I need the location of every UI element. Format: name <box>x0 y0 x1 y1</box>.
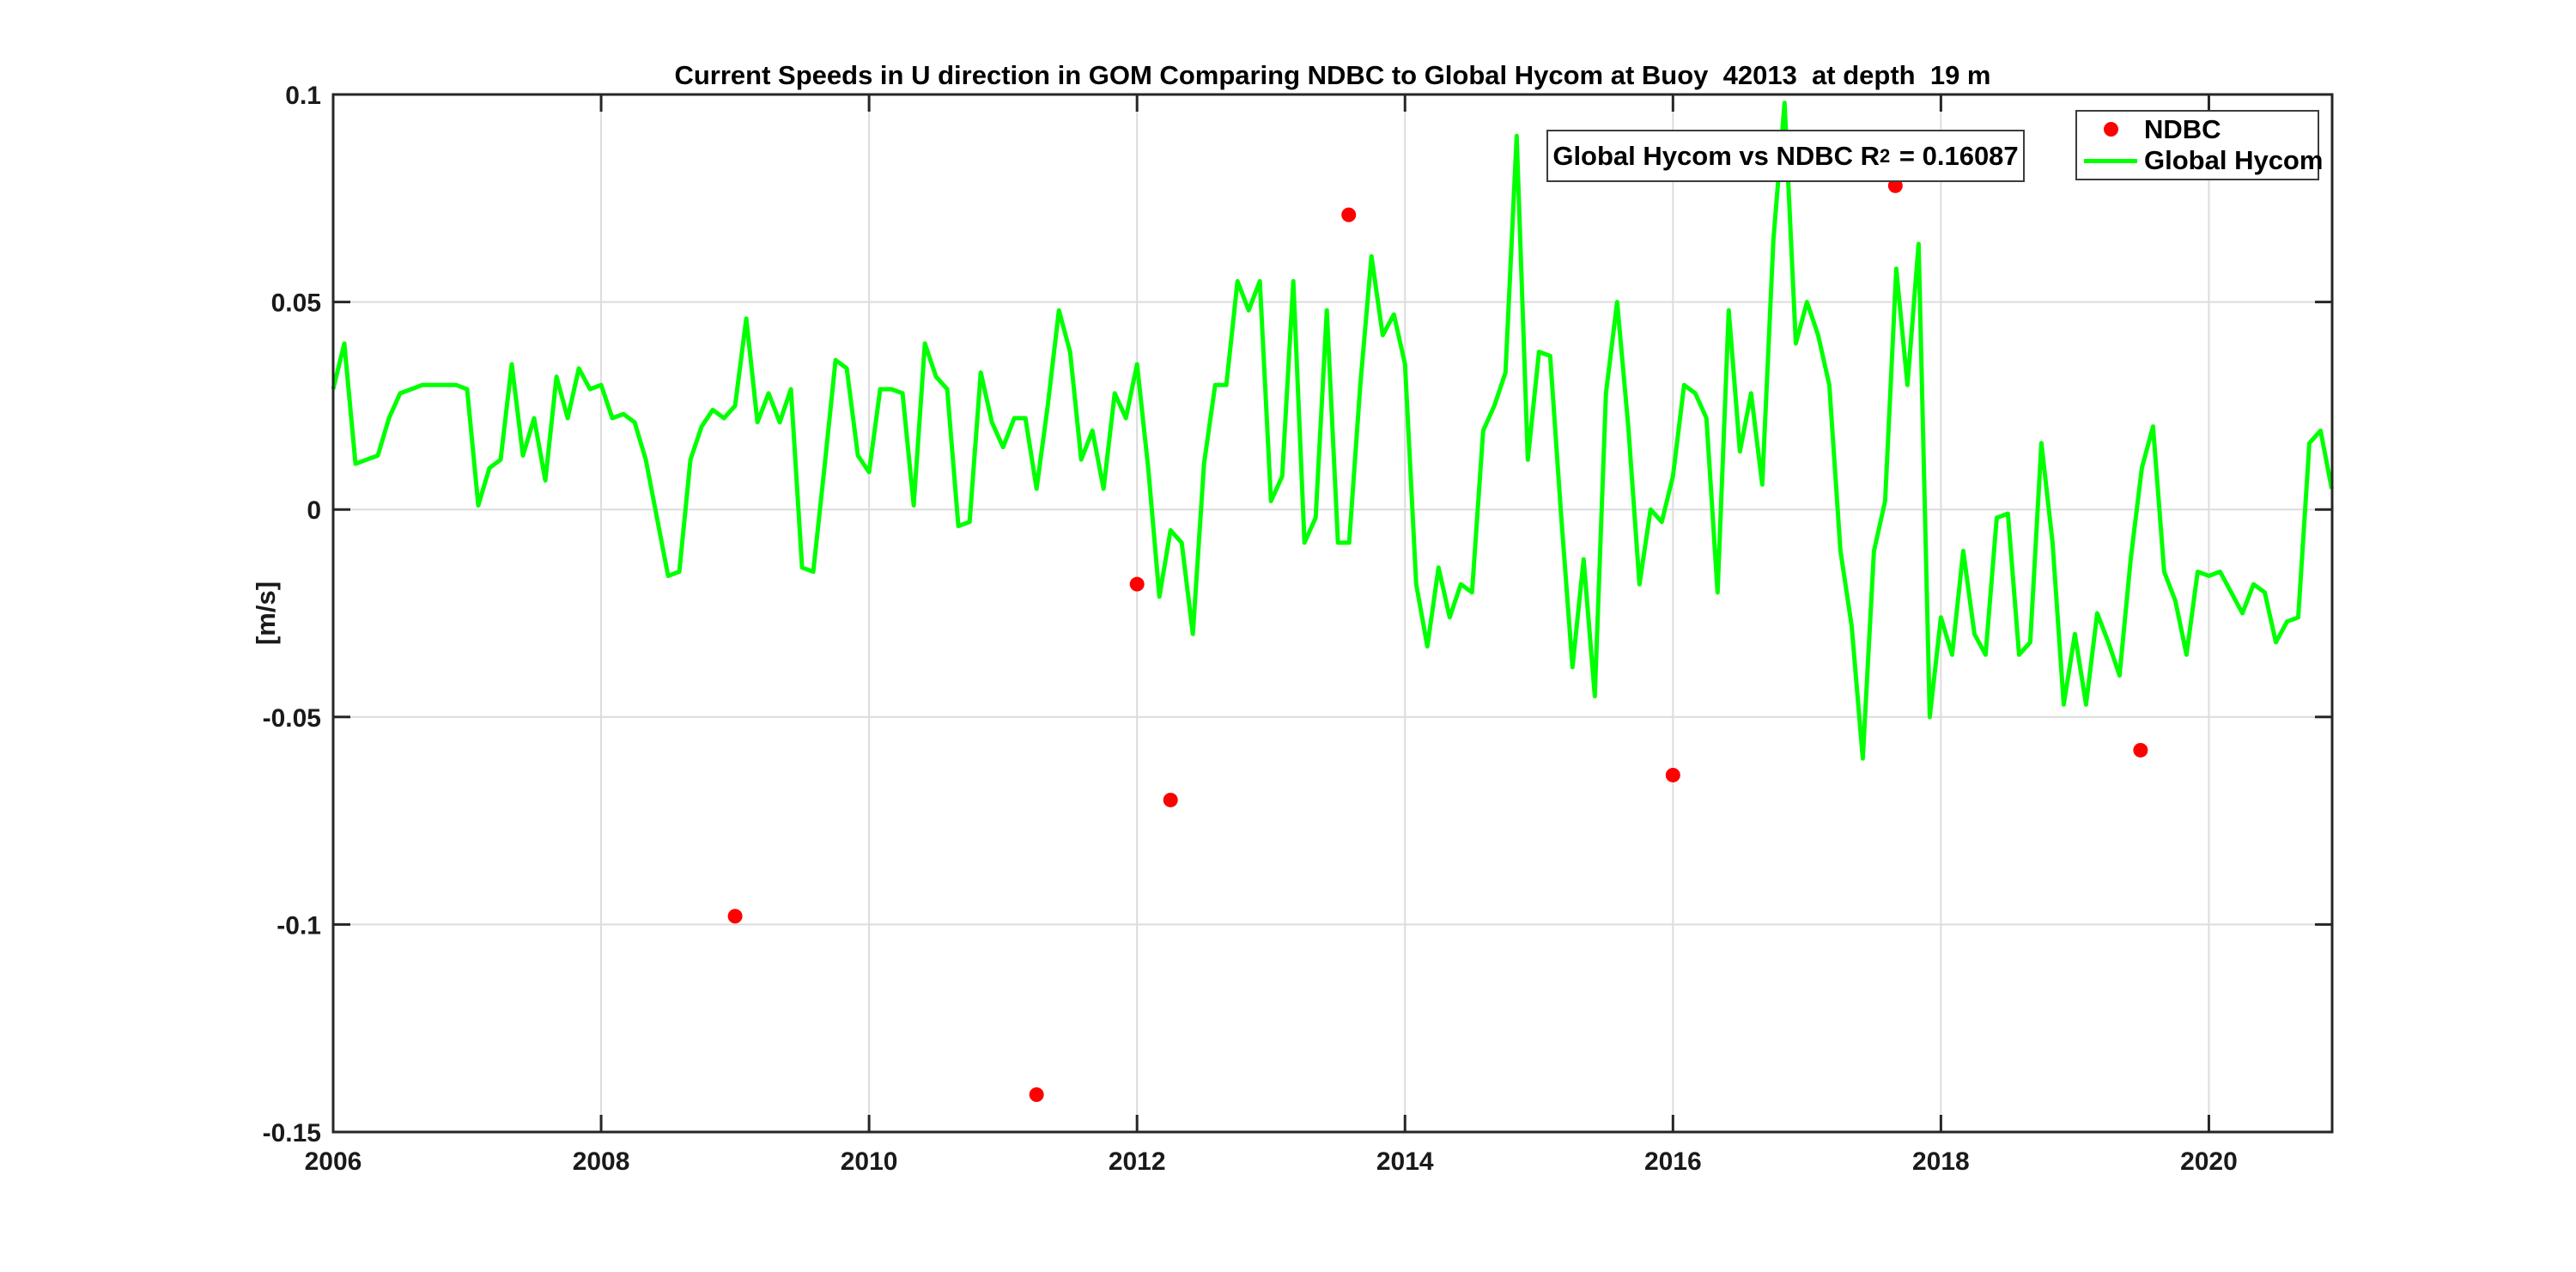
x-tick-label: 2006 <box>305 1147 362 1176</box>
x-tick-label: 2014 <box>1376 1147 1434 1176</box>
ndbc-data-point <box>1029 1087 1044 1103</box>
ndbc-data-point <box>2133 742 2148 758</box>
x-tick-label: 2008 <box>573 1147 630 1176</box>
legend-swatch-wrap <box>2084 122 2137 137</box>
x-tick-label: 2012 <box>1109 1147 1166 1176</box>
legend-swatch-wrap <box>2084 158 2137 163</box>
ndbc-dot-marker-icon <box>2103 122 2118 137</box>
y-tick-label: 0.1 <box>285 82 321 110</box>
x-tick-label: 2020 <box>2180 1147 2238 1176</box>
legend-label-global-hycom: Global Hycom <box>2144 145 2324 176</box>
y-tick-label: 0 <box>307 496 321 525</box>
legend-label-ndbc: NDBC <box>2144 113 2221 144</box>
ndbc-data-point <box>1341 207 1357 222</box>
r-squared-text-prefix: Global Hycom vs NDBC R <box>1552 140 1880 171</box>
ndbc-data-point <box>1887 178 1903 193</box>
ndbc-data-point <box>1163 792 1178 807</box>
y-tick-label: -0.15 <box>263 1119 321 1147</box>
axes-border <box>331 93 2334 1134</box>
y-tick-label: -0.1 <box>276 911 321 940</box>
y-axis-label: [m/s] <box>251 581 281 646</box>
x-tick-label: 2010 <box>841 1147 898 1176</box>
r-squared-text-suffix: = 0.16087 <box>1892 140 2019 171</box>
y-tick-label: -0.05 <box>263 704 321 733</box>
legend: NDBC Global Hycom <box>2075 110 2323 180</box>
x-tick-label: 2018 <box>1912 1147 1970 1176</box>
ndbc-data-point <box>1129 576 1145 592</box>
global-hycom-line <box>331 100 2334 761</box>
ndbc-data-point <box>1665 767 1680 782</box>
y-tick-label: 0.05 <box>271 289 321 318</box>
legend-item-global-hycom: Global Hycom <box>2077 145 2323 176</box>
ndbc-data-point <box>727 909 743 924</box>
x-tick-label: 2016 <box>1644 1147 1702 1176</box>
global-hycom-line-marker-icon <box>2084 158 2137 163</box>
chart-title: Current Speeds in U direction in GOM Com… <box>674 60 1991 90</box>
legend-item-ndbc: NDBC <box>2077 114 2318 145</box>
